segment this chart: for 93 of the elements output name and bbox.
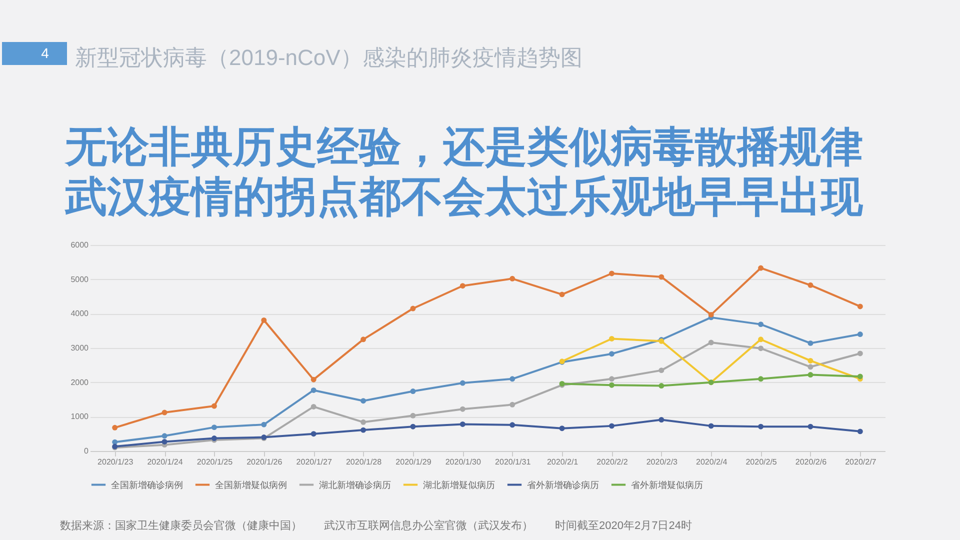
point (708, 423, 714, 429)
legend-label: 省外新增确诊病历 (527, 480, 599, 490)
x-tick-label: 2020/1/29 (396, 458, 432, 466)
y-tick-label: 6000 (70, 240, 90, 250)
point (360, 398, 366, 404)
text: 4 (41, 45, 50, 61)
point (758, 322, 764, 328)
point (758, 346, 764, 352)
point (410, 306, 416, 312)
y-tick-label: 3000 (70, 344, 90, 352)
y-tick-label: 0 (84, 446, 90, 456)
point (608, 376, 614, 382)
point (857, 428, 863, 434)
x-tick-label: 2020/2/3 (646, 458, 678, 466)
point (857, 332, 863, 337)
x-tick-label: 2020/1/28 (346, 458, 382, 466)
x-tick-label: 2020/1/26 (246, 458, 283, 466)
y-tick-label: 2000 (70, 378, 90, 387)
point (162, 438, 168, 444)
point (510, 376, 516, 382)
x-tick-label: 2020/2/1 (546, 458, 579, 466)
legend-label: 省外新增疑似病历 (631, 480, 703, 490)
x-tick-label: 2020/2/4 (696, 458, 728, 466)
legend-label: 湖北新增疑似病历 (423, 480, 495, 490)
x-tick-label: 2020/1/30 (445, 458, 482, 466)
point (360, 419, 366, 425)
point (310, 431, 316, 437)
point (808, 282, 814, 288)
x-tick-label: 2020/1/23 (98, 458, 134, 466)
point (808, 372, 814, 378)
point (708, 312, 714, 318)
point (658, 274, 664, 280)
point (658, 383, 664, 388)
x-tick-label: 2020/2/5 (746, 458, 778, 466)
point (310, 376, 316, 382)
point (857, 350, 863, 356)
point (162, 410, 168, 416)
point (808, 364, 814, 370)
point (460, 421, 466, 427)
point (510, 402, 516, 408)
point (608, 423, 614, 429)
legend-label: 湖北新增确诊病历 (319, 480, 391, 490)
x-tick-label: 2020/1/24 (147, 458, 184, 466)
point (808, 340, 814, 346)
legend-label: 全国新增疑似病例 (215, 480, 287, 490)
point (162, 433, 168, 439)
point (310, 404, 316, 410)
y-tick-label: 5000 (70, 274, 90, 284)
point (510, 276, 516, 282)
point (310, 387, 316, 393)
y-tick-label: 4000 (70, 309, 90, 318)
legend-label: 全国新增确诊病例 (111, 480, 183, 490)
point (410, 388, 416, 394)
point (261, 422, 267, 428)
source-note: 数据来源：国家卫生健康委员会官微（健康中国） 武汉市互联网信息办公室官微（武汉发布） 时间截至2020年2月7日24时 (60, 519, 692, 532)
chart-subtitle: 无论非典历史经验，还是类似病毒散播规律武汉疫情的拐点都不会太过乐观地早早出现 (64, 123, 864, 220)
x-tick-label: 2020/2/2 (596, 458, 628, 466)
point (708, 340, 714, 346)
point (608, 351, 614, 357)
point (559, 292, 565, 298)
point (658, 417, 664, 422)
point (112, 424, 118, 430)
point (658, 368, 664, 374)
x-tick-label: 2020/1/25 (196, 458, 234, 466)
x-tick-label: 2020/2/6 (795, 458, 828, 466)
point (559, 426, 565, 432)
point (211, 424, 217, 430)
point (608, 270, 614, 276)
point (758, 336, 764, 342)
point (360, 427, 366, 433)
x-tick-label: 2020/1/31 (495, 458, 532, 466)
y-tick-label: 1000 (70, 412, 90, 422)
point (460, 283, 466, 289)
point (857, 374, 863, 380)
point (758, 424, 764, 430)
point (410, 424, 416, 430)
x-tick-label: 2020/2/7 (845, 458, 877, 466)
point (808, 358, 814, 364)
point (758, 265, 764, 271)
point (608, 382, 614, 388)
point (360, 336, 366, 342)
point (608, 336, 614, 342)
point (460, 406, 466, 412)
point (510, 422, 516, 428)
x-tick-label: 2020/1/27 (296, 458, 332, 466)
chart-title: 新型冠状病毒（2019-nCoV）感染的肺炎疫情趋势图 (75, 45, 582, 70)
point (758, 376, 764, 382)
point (261, 317, 267, 323)
point (460, 380, 466, 386)
point (410, 412, 416, 418)
point (857, 304, 863, 310)
point (808, 424, 814, 430)
point (211, 403, 217, 409)
